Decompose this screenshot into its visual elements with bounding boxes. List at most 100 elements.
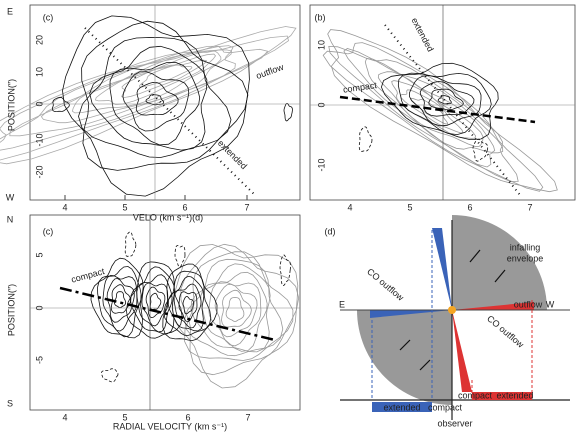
contour (409, 97, 449, 125)
label: infalling (510, 242, 541, 252)
label: POSITION(″) (6, 79, 16, 131)
x-tick-label: 4 (347, 202, 352, 212)
label: extended (216, 138, 249, 171)
y-tick-label: -10 (34, 133, 44, 146)
label: (c) (43, 226, 54, 236)
contour (124, 231, 137, 257)
x-tick-label: 6 (467, 202, 472, 212)
contour (328, 45, 519, 183)
panel-frame (29, 214, 301, 411)
contour (380, 62, 499, 141)
contour (397, 72, 492, 136)
label: extended (409, 16, 435, 53)
arrow (494, 269, 506, 283)
label: compact (428, 402, 463, 412)
contour (130, 266, 175, 335)
contour (182, 295, 194, 315)
x-tick-label: 5 (122, 202, 127, 212)
contour (136, 274, 173, 333)
label: E (7, 6, 13, 16)
contour (178, 291, 198, 323)
blue-outflow (432, 228, 452, 310)
y-tick-label: 5 (34, 252, 44, 257)
contour (322, 42, 544, 192)
label: (c) (43, 12, 54, 22)
label: W (546, 299, 555, 309)
contour (110, 284, 132, 314)
label: outflow (255, 62, 286, 81)
contour (200, 271, 268, 352)
dashed-line (339, 95, 536, 124)
y-tick-label: 10 (316, 40, 326, 50)
label: CO outflow (365, 266, 406, 303)
y-tick-label: 10 (34, 67, 44, 77)
y-tick-label: -10 (316, 158, 326, 171)
contour (162, 263, 218, 342)
arrow (469, 249, 481, 263)
x-tick-label: 6 (185, 412, 190, 422)
star (448, 306, 456, 314)
label: RADIAL VELOCITY (km s⁻¹) (113, 421, 227, 431)
contour (167, 275, 205, 332)
contour (145, 94, 165, 106)
label: VELO (km s⁻¹)(d) (133, 212, 203, 222)
contour (327, 29, 558, 193)
x-tick-label: 7 (244, 202, 249, 212)
dotted-line (384, 24, 521, 196)
contour (102, 274, 138, 332)
contour (141, 282, 169, 327)
contour (190, 263, 271, 353)
contour (279, 254, 291, 287)
red-bar (472, 392, 532, 400)
contour (184, 251, 294, 361)
contour (225, 297, 245, 322)
contour (97, 266, 142, 338)
y-tick-label: 0 (316, 102, 326, 107)
contour (173, 283, 202, 329)
y-tick-label: 0 (34, 101, 44, 106)
label: (d) (325, 226, 336, 236)
label: outflow (514, 299, 543, 309)
contour (62, 15, 250, 197)
contour (221, 289, 252, 328)
label: extended (383, 402, 420, 412)
x-tick-label: 5 (407, 202, 412, 212)
contour (125, 261, 183, 339)
contour (149, 292, 162, 311)
contour (184, 258, 284, 357)
red-outflow (452, 302, 534, 310)
label: extended (496, 390, 533, 400)
contour (89, 45, 208, 151)
label: envelope (507, 253, 544, 263)
panel-frame (29, 4, 301, 201)
x-tick-label: 4 (62, 202, 67, 212)
label: POSITION(″) (6, 284, 16, 336)
x-tick-label: 7 (527, 202, 532, 212)
contour (122, 71, 190, 132)
x-tick-label: 7 (245, 412, 250, 422)
contour (0, 45, 269, 151)
contour (113, 291, 127, 309)
label: compact (342, 80, 378, 95)
red-outflow (452, 310, 472, 392)
contour (174, 245, 186, 268)
x-tick-label: 4 (62, 412, 67, 422)
contour (419, 81, 475, 117)
contour (71, 50, 222, 114)
y-tick-label: 0 (34, 305, 44, 310)
y-tick-label: -5 (34, 356, 44, 364)
contour (51, 96, 70, 113)
contour (343, 48, 504, 168)
contour (78, 37, 232, 158)
contour (180, 243, 300, 376)
label: CO outflow (485, 313, 526, 350)
contour (409, 75, 482, 127)
contour (428, 88, 464, 111)
label: W (6, 192, 15, 202)
contour (472, 138, 489, 162)
blue-bar (372, 402, 432, 412)
label: compact (70, 266, 106, 285)
contour (81, 20, 249, 171)
envelope-quadrant (452, 215, 547, 310)
